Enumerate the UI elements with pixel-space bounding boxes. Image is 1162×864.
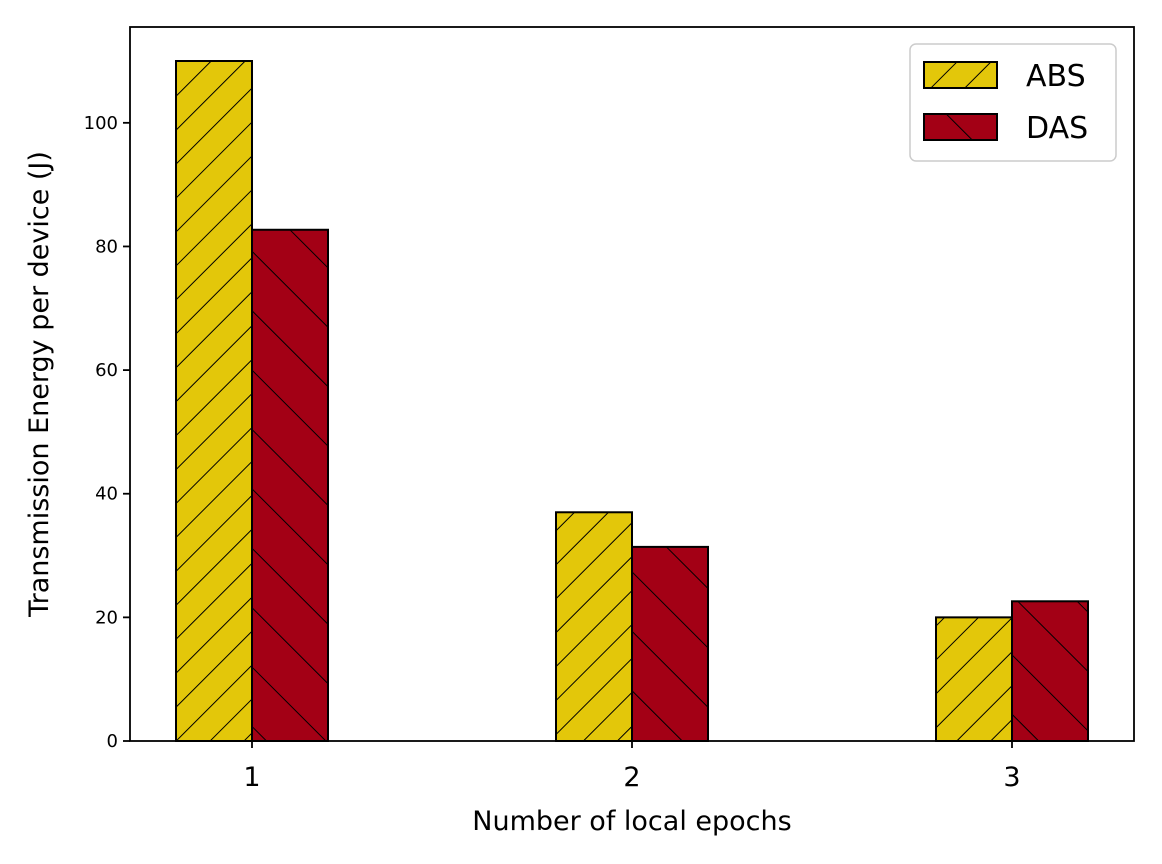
bar-hatch-abs-3 xyxy=(935,616,1013,743)
y-axis: 0 20 40 60 80 100 xyxy=(84,113,130,752)
bar-hatch-das-1 xyxy=(251,228,329,742)
y-axis-label: Transmission Energy per device (J) xyxy=(24,151,55,618)
legend-swatch-hatch-das xyxy=(923,113,998,141)
y-tick-label: 100 xyxy=(84,113,118,134)
bar-hatch-abs-2 xyxy=(555,511,633,742)
y-tick-label: 40 xyxy=(95,484,118,505)
legend: ABS DAS xyxy=(909,43,1117,162)
x-tick-label: 1 xyxy=(243,762,260,793)
bars-layer xyxy=(175,60,1089,743)
plot-frame xyxy=(129,26,1135,742)
legend-label-das: DAS xyxy=(1026,111,1088,146)
y-tick-label: 20 xyxy=(95,607,118,628)
y-tick-label: 0 xyxy=(107,731,118,752)
bar-hatch-das-2 xyxy=(631,545,709,743)
legend-swatch-hatch-abs xyxy=(923,61,998,89)
bar-hatch-abs-1 xyxy=(175,60,253,742)
x-axis-label: Number of local epochs xyxy=(472,806,791,837)
legend-label-abs: ABS xyxy=(1026,59,1086,94)
bar-hatch-das-3 xyxy=(1011,600,1089,742)
y-tick-label: 80 xyxy=(95,236,118,257)
x-tick-label: 2 xyxy=(623,762,640,793)
x-tick-label: 3 xyxy=(1003,762,1020,793)
y-tick-label: 60 xyxy=(95,360,118,381)
x-axis: 1 2 3 xyxy=(243,741,1021,793)
